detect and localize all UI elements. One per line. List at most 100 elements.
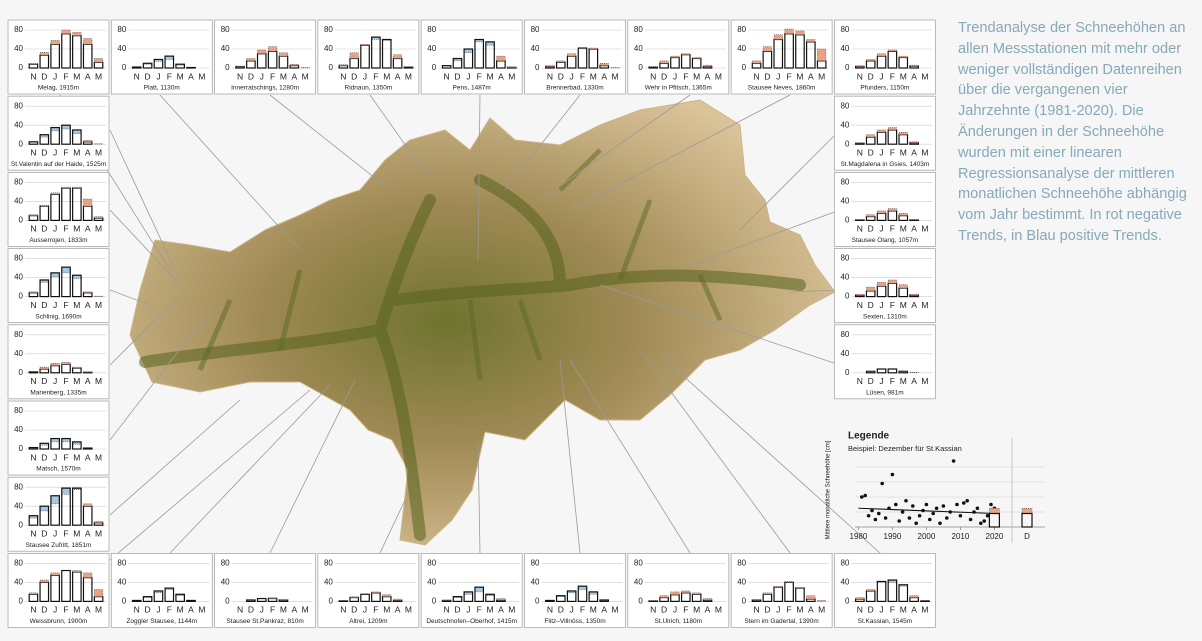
y-tick-label: 80: [427, 559, 436, 568]
y-tick-label: 80: [634, 559, 643, 568]
y-tick-label: 0: [742, 63, 747, 72]
page: 04080NDJFMAMMelag, 1915m04080NDJFMAMPlat…: [0, 0, 1202, 636]
trend-decrease: [83, 504, 91, 506]
x-tick-label: A: [85, 376, 91, 386]
x-tick-label: A: [188, 605, 194, 615]
x-tick-label: M: [73, 452, 80, 462]
trend-decrease: [40, 52, 48, 55]
trend-decrease: [83, 199, 91, 206]
trend-decrease: [866, 135, 874, 137]
trend-decrease: [910, 65, 918, 66]
y-tick-label: 40: [221, 578, 230, 587]
trend-decrease: [817, 49, 825, 61]
trend-decrease: [899, 213, 907, 215]
y-tick-label: 0: [328, 63, 333, 72]
station-name: Stern im Gadertal, 1390m: [744, 618, 818, 625]
leader-line: [110, 390, 310, 560]
trend-decrease: [785, 581, 793, 582]
x-tick-label: J: [879, 605, 883, 615]
x-tick-label: M: [73, 224, 80, 234]
trend-decrease: [40, 205, 48, 206]
trend-decrease: [62, 187, 70, 188]
x-tick-label: M: [73, 528, 80, 538]
trend-decrease: [94, 59, 102, 63]
x-tick-label: F: [167, 605, 172, 615]
x-tick-label: J: [53, 452, 57, 462]
x-tick-label: N: [30, 452, 36, 462]
data-point: [952, 459, 956, 463]
x-tick-label: J: [776, 71, 780, 81]
x-tick-label: J: [156, 605, 160, 615]
station-name: Ausserrojen, 1833m: [29, 237, 87, 244]
y-tick-label: 40: [324, 578, 333, 587]
x-tick-label: F: [63, 605, 68, 615]
x-tick-label: A: [498, 605, 504, 615]
station-name: Stausee Olang, 1057m: [852, 237, 919, 244]
x-tick-label: A: [705, 605, 711, 615]
x-tick-label: F: [63, 452, 68, 462]
data-point: [989, 503, 993, 507]
x-tick-label: N: [857, 71, 863, 81]
station-name: Brennerbad, 1330m: [546, 85, 603, 92]
x-tick-label: N: [340, 71, 346, 81]
trend-decrease: [383, 595, 391, 597]
x-tick-label: M: [95, 147, 102, 157]
x-tick-label: N: [753, 71, 759, 81]
trend-decrease: [682, 54, 690, 55]
x-tick-label: A: [911, 224, 917, 234]
x-tick-label: D: [868, 224, 874, 234]
trend-decrease: [62, 30, 70, 34]
y-tick-label: 80: [840, 101, 849, 110]
trend-decrease: [29, 63, 37, 64]
data-point: [962, 501, 966, 505]
station-name: St.Valentin auf der Haide, 1525m: [11, 161, 106, 168]
trend-decrease: [73, 571, 81, 572]
x-tick-label: M: [177, 605, 184, 615]
x-tick-label: M: [383, 71, 390, 81]
x-tick-label: N: [857, 376, 863, 386]
x-tick-label: M: [590, 605, 597, 615]
data-point: [884, 516, 888, 520]
station-name: Pens, 1487m: [453, 85, 491, 92]
x-tick-label: D: [41, 224, 47, 234]
y-tick-label: 80: [840, 25, 849, 34]
trend-decrease: [866, 287, 874, 291]
station-name: Lüsen, 981m: [866, 390, 904, 397]
x-tick-label: J: [466, 605, 470, 615]
x-tick-label: A: [395, 71, 401, 81]
x-tick-label: N: [857, 605, 863, 615]
trend-decrease: [268, 47, 276, 52]
trend-decrease: [497, 599, 505, 600]
trend-decrease: [51, 363, 59, 365]
x-tick-label: N: [134, 71, 140, 81]
trend-decrease: [752, 61, 760, 63]
chart-box: [8, 249, 109, 323]
y-tick-label: 0: [225, 597, 230, 606]
y-tick-label: 80: [737, 25, 746, 34]
x-tick-label: D: [661, 605, 667, 615]
trend-decrease: [600, 63, 608, 65]
station-name: St.Ulrich, 1180m: [655, 618, 703, 625]
x-tick-label: N: [237, 605, 243, 615]
x-tick-label: M: [280, 605, 287, 615]
station-name: Melag, 1915m: [38, 85, 79, 92]
trend-decrease: [589, 48, 597, 49]
x-tick-label: A: [85, 528, 91, 538]
x-tick-label: A: [85, 300, 91, 310]
chart-box: [834, 20, 935, 94]
leader-line: [110, 400, 240, 515]
legend-subtitle: Beispiel: Dezember für St.Kassian: [848, 444, 962, 453]
x-tick-label: F: [63, 147, 68, 157]
x-tick-label: F: [270, 71, 275, 81]
trend-decrease: [62, 362, 70, 364]
x-tick-label: M: [921, 605, 928, 615]
trend-decrease: [796, 587, 804, 588]
